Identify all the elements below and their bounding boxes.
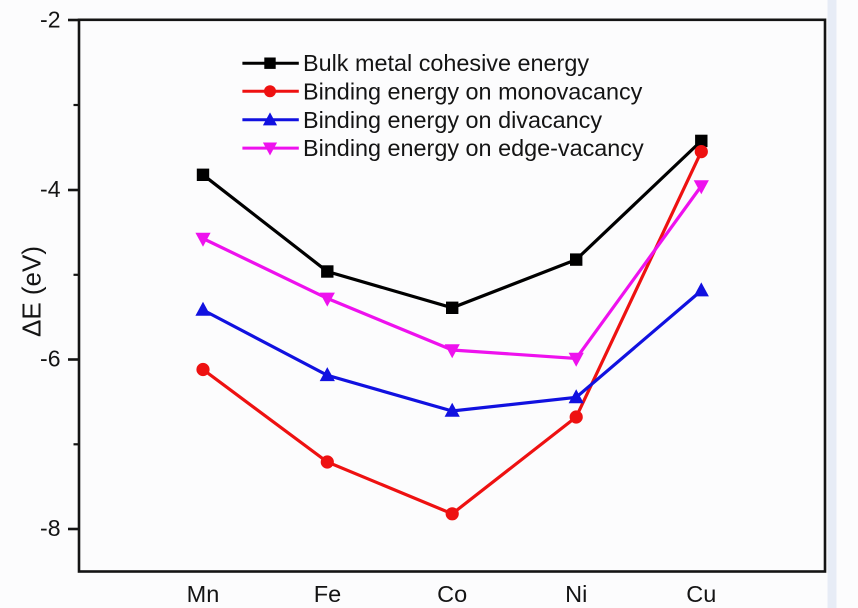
svg-text:Ni: Ni	[565, 581, 587, 607]
svg-text:Bulk metal cohesive energy: Bulk metal cohesive energy	[303, 50, 589, 76]
svg-text:-6: -6	[40, 346, 60, 372]
svg-text:Binding energy on divacancy: Binding energy on divacancy	[303, 107, 602, 133]
svg-text:Cu: Cu	[686, 581, 716, 607]
svg-text:Co: Co	[437, 581, 467, 607]
svg-text:Mn: Mn	[187, 581, 220, 607]
svg-text:-4: -4	[40, 176, 61, 202]
svg-text:ΔE (eV): ΔE (eV)	[17, 246, 47, 337]
svg-text:Fe: Fe	[314, 581, 341, 607]
svg-text:-2: -2	[40, 7, 60, 33]
svg-text:-8: -8	[40, 515, 60, 541]
svg-text:Binding energy on edge-vacancy: Binding energy on edge-vacancy	[303, 135, 644, 161]
svg-text:Binding energy on monovacancy: Binding energy on monovacancy	[303, 78, 643, 104]
